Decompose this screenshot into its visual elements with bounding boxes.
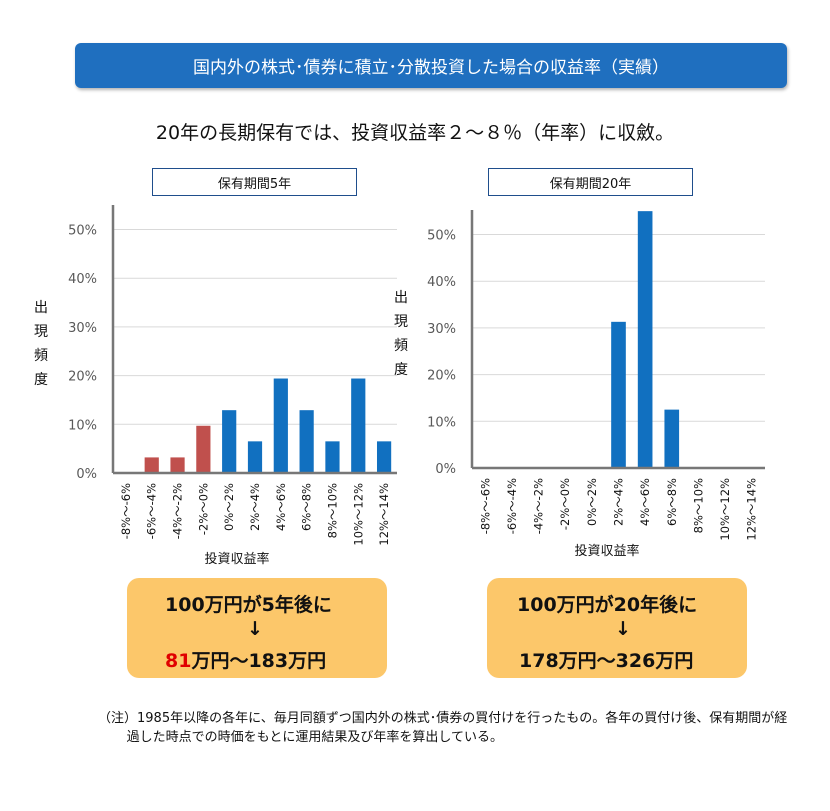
bar [222, 410, 237, 473]
bar [247, 441, 263, 473]
x-axis-label: 投資収益率 [574, 543, 639, 559]
x-tick-label: -4%～-2% [171, 483, 185, 539]
bar [664, 409, 680, 468]
x-tick-label: 4%～6% [274, 483, 288, 531]
histogram-charts: 0% 10% 20% 30% 40% 50% -8%～-6% -6%～-4% -4%～-2% -2… [68, 205, 765, 567]
x-tick-label: 10%～12% [351, 483, 365, 546]
x-tick-label: 0%～2% [585, 478, 599, 526]
x-tick-label: -8%～-6% [478, 478, 492, 534]
x-tick-label: 8%～10% [691, 478, 705, 533]
y-tick-label: 30% [427, 322, 456, 337]
x-tick-label: -6%～-4% [505, 478, 519, 534]
y-tick-label: 50% [68, 224, 97, 239]
subtitle: 20年の長期保有では、投資収益率２～８％（年率）に収斂。 [155, 122, 675, 144]
y-tick-label: 40% [427, 275, 456, 290]
x-tick-label: -4%～-2% [532, 478, 546, 534]
bar [351, 378, 366, 473]
x-tick-label: 2%～4% [248, 483, 262, 531]
result-box-5yr: 100万円が5年後に ↓ 81万円～183万円 [127, 578, 387, 678]
arrow-down-icon: ↓ [247, 618, 263, 640]
result-line1: 100万円が20年後に [517, 594, 698, 616]
result-box-20yr: 100万円が20年後に ↓ 178万円～326万円 [487, 578, 747, 678]
y-tick-label: 20% [427, 369, 456, 384]
result-low: 178 [519, 650, 559, 672]
y-axis-label-20yr: 出現頻度 [394, 290, 408, 378]
x-tick-label: 6%～8% [300, 483, 314, 531]
x-tick-label: 4%～6% [638, 478, 652, 526]
y-tick-label: 0% [435, 462, 456, 477]
title-banner: 国内外の株式･債券に積立･分散投資した場合の収益率（実績） [75, 43, 787, 88]
bar [299, 410, 314, 473]
chart-title-5yr: 保有期間5年 [152, 168, 357, 196]
bar [196, 425, 211, 473]
footnote: （注）1985年以降の各年に、毎月同額ずつ国内外の株式･債券の買付けを行ったもの… [98, 711, 788, 745]
x-tick-label: 12%～14% [745, 478, 759, 541]
result-line1: 100万円が5年後に [165, 594, 332, 616]
bar [325, 441, 340, 473]
x-tick-label: -2%～0% [558, 478, 572, 530]
x-tick-label: 6%～8% [665, 478, 679, 526]
y-axis-label-5yr: 出現頻度 [34, 300, 48, 388]
result-low: 81 [165, 650, 192, 672]
y-tick-label: 10% [427, 415, 456, 430]
chart-title-20yr: 保有期間20年 [488, 168, 693, 196]
result-rest: 万円～326万円 [558, 650, 694, 672]
result-range: 178万円～326万円 [519, 646, 693, 673]
x-tick-label: 2%～4% [612, 478, 626, 526]
x-tick-label: 0%～2% [222, 483, 236, 531]
x-tick-label: -2%～0% [196, 483, 210, 535]
result-rest: 万円～183万円 [191, 650, 327, 672]
bar [376, 441, 392, 473]
x-tick-label: -6%～-4% [145, 483, 159, 539]
bar [273, 378, 288, 473]
x-tick-label: 10%～12% [718, 478, 732, 541]
bar [637, 211, 653, 468]
result-range: 81万円～183万円 [165, 646, 326, 673]
x-tick-label: -8%～-6% [119, 483, 133, 539]
arrow-down-icon: ↓ [615, 618, 631, 640]
y-tick-label: 30% [68, 321, 97, 336]
y-tick-label: 40% [68, 272, 97, 287]
bar [144, 457, 159, 473]
y-tick-label: 50% [427, 229, 456, 244]
bar [611, 321, 626, 468]
x-tick-label: 8%～10% [325, 483, 339, 538]
y-tick-label: 0% [76, 467, 97, 482]
x-axis-label: 投資収益率 [204, 551, 269, 567]
y-tick-label: 10% [68, 418, 97, 433]
x-tick-label: 12%～14% [377, 483, 391, 546]
y-tick-label: 20% [68, 370, 97, 385]
bar [170, 457, 185, 473]
